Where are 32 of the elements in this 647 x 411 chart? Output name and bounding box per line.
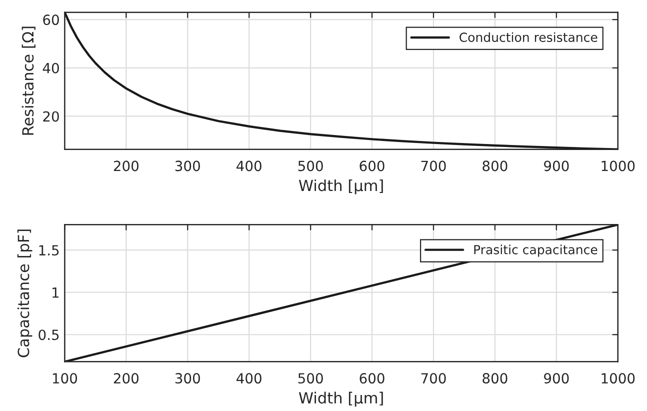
x-tick-label: 700 xyxy=(421,373,446,384)
x-tick-label: 600 xyxy=(360,160,384,172)
x-tick-label: 1000 xyxy=(602,373,635,384)
x-tick-label: 500 xyxy=(298,160,323,172)
line-series xyxy=(64,12,618,150)
y-tick-label: 40 xyxy=(42,62,59,74)
x-tick-label: 300 xyxy=(175,373,200,384)
x-tick-label: 700 xyxy=(421,160,446,172)
legend-label: Prasitic capacitance xyxy=(474,244,598,257)
x-tick-label: 400 xyxy=(236,160,262,172)
x-axis-title: Width [μm] xyxy=(298,392,383,407)
x-tick-label: 900 xyxy=(544,373,569,384)
y-tick-label: 0.5 xyxy=(38,330,59,340)
x-tick-label: 600 xyxy=(360,373,384,384)
x-tick-label: 1000 xyxy=(602,160,635,172)
y-axis-title: Resistance [Ω] xyxy=(22,26,36,135)
y-tick-label: 1 xyxy=(52,287,59,298)
x-tick-label: 900 xyxy=(544,160,569,172)
y-tick-label: 1.5 xyxy=(39,245,59,256)
x-tick-label: 400 xyxy=(236,373,262,384)
x-axis-title: Width [μm] xyxy=(298,179,383,194)
y-tick-label: 60 xyxy=(43,14,59,26)
legend-label: Conduction resistance xyxy=(460,32,598,42)
x-tick-label: 200 xyxy=(114,160,138,172)
y-tick-label: 20 xyxy=(43,111,59,122)
x-tick-label: 200 xyxy=(114,373,138,384)
y-axis-title: Capacitance [pF] xyxy=(17,230,32,358)
x-tick-label: 100 xyxy=(52,373,78,384)
x-tick-label: 300 xyxy=(175,160,200,172)
x-tick-label: 800 xyxy=(482,160,508,172)
x-tick-label: 500 xyxy=(298,373,323,384)
x-tick-label: 800 xyxy=(482,373,508,384)
